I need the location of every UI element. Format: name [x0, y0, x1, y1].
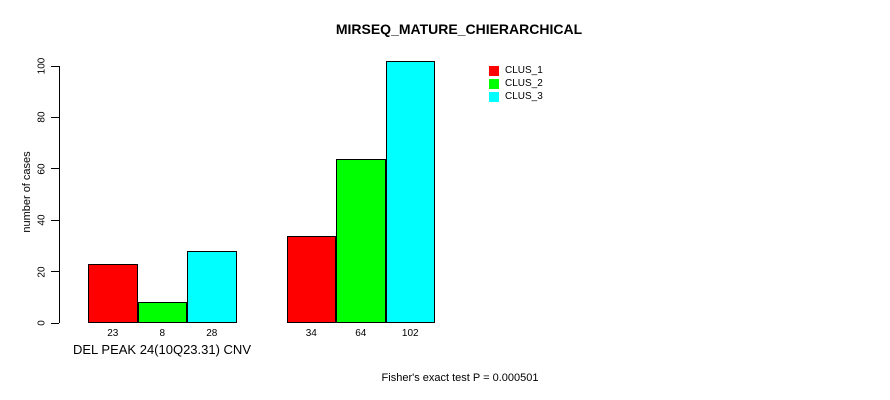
legend-swatch-icon — [489, 78, 499, 89]
y-tick-label: 60 — [36, 163, 48, 175]
y-tick-label: 40 — [36, 214, 48, 226]
legend-item-clus_3: CLUS_3 — [489, 90, 543, 103]
bar-clus_3-group2 — [385, 60, 435, 323]
y-tick-mark — [51, 219, 59, 221]
y-tick-label: 80 — [36, 111, 48, 123]
y-tick-mark — [51, 65, 59, 67]
footer-annotation: Fisher's exact test P = 0.000501 — [381, 372, 539, 384]
legend-label: CLUS_3 — [505, 91, 543, 102]
legend-label: CLUS_2 — [505, 78, 543, 89]
y-tick-mark — [51, 322, 59, 324]
y-tick-mark — [51, 271, 59, 273]
y-tick-label: 0 — [36, 320, 48, 326]
x-axis-label: DEL PEAK 24(10Q23.31) CNV — [73, 342, 251, 357]
bar-value-label: 34 — [305, 328, 317, 339]
bar-clus_1-group2 — [286, 235, 336, 323]
bar-value-label: 23 — [107, 328, 119, 339]
legend-swatch-icon — [489, 91, 499, 102]
bar-value-label: 102 — [401, 328, 419, 339]
legend-swatch-icon — [489, 65, 499, 76]
y-tick-mark — [51, 116, 59, 118]
legend: CLUS_1 CLUS_2 CLUS_3 — [489, 64, 543, 103]
legend-label: CLUS_1 — [505, 65, 543, 76]
chart-title: MIRSEQ_MATURE_CHIERARCHICAL — [335, 21, 583, 37]
bar-clus_1-group1 — [88, 263, 138, 323]
y-axis-line — [59, 66, 60, 323]
bar-clus_2-group1 — [137, 302, 187, 323]
y-tick-mark — [51, 168, 59, 170]
bar-clus_2-group2 — [336, 158, 386, 323]
bar-value-label: 28 — [206, 328, 218, 339]
y-tick-label: 100 — [36, 57, 48, 75]
bar-value-label: 64 — [355, 328, 367, 339]
legend-item-clus_1: CLUS_1 — [489, 64, 543, 77]
bar-value-label: 8 — [159, 328, 166, 339]
y-tick-label: 20 — [36, 266, 48, 278]
legend-item-clus_2: CLUS_2 — [489, 77, 543, 90]
bar-clus_3-group1 — [187, 251, 237, 323]
y-axis-label: number of cases — [21, 151, 33, 233]
